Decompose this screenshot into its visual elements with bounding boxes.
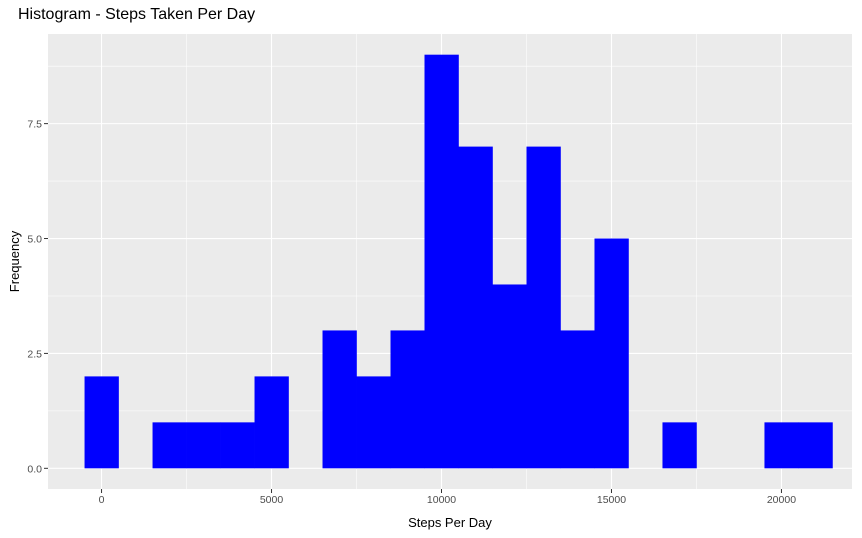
- histogram-bar: [152, 422, 187, 469]
- y-tick-label: 7.5: [27, 119, 42, 131]
- histogram-bar: [356, 376, 391, 469]
- histogram-bar: [322, 330, 357, 469]
- histogram-bar: [186, 422, 221, 469]
- histogram-bar: [594, 238, 629, 469]
- chart-title: Histogram - Steps Taken Per Day: [18, 6, 256, 23]
- x-axis: 0 5000 10000 15000 20000: [99, 489, 796, 506]
- histogram-bar: [254, 376, 289, 469]
- histogram-bar: [764, 422, 799, 469]
- histogram-bars: [84, 54, 833, 469]
- y-tick-label: 5.0: [27, 234, 42, 246]
- histogram-bar: [662, 422, 697, 469]
- x-tick-label: 5000: [260, 494, 284, 506]
- x-axis-title: Steps Per Day: [408, 515, 492, 530]
- histogram-bar: [84, 376, 119, 469]
- x-tick-label: 20000: [767, 494, 796, 506]
- histogram-bar: [424, 54, 459, 469]
- histogram-bar: [560, 330, 595, 469]
- x-tick-label: 10000: [427, 494, 456, 506]
- histogram-bar: [492, 284, 527, 469]
- histogram-bar: [390, 330, 425, 469]
- histogram-bar: [526, 146, 561, 469]
- y-axis: 0.0 2.5 5.0 7.5: [27, 119, 48, 475]
- y-tick-label: 0.0: [27, 463, 42, 475]
- histogram-bar: [798, 422, 833, 469]
- y-tick-label: 2.5: [27, 348, 42, 360]
- x-tick-label: 0: [99, 494, 105, 506]
- y-axis-title: Frequency: [7, 230, 22, 292]
- histogram-bar: [220, 422, 255, 469]
- x-tick-label: 15000: [597, 494, 626, 506]
- histogram-bar: [458, 146, 493, 469]
